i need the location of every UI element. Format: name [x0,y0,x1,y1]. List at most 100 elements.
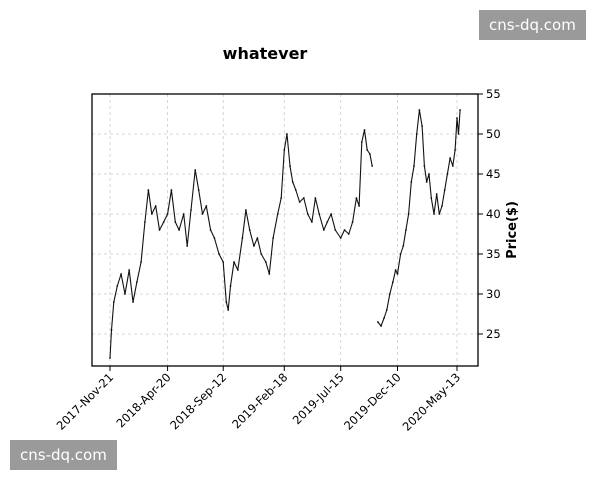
price-point [233,261,235,263]
grid-lines [92,93,478,366]
price-point [190,209,192,211]
price-point [415,133,418,135]
price-point [457,133,460,135]
x-tick-label: 2017-Nov-21 [54,370,116,432]
y-tick-label: 50 [486,127,501,141]
price-point [174,221,177,223]
price-point [150,213,153,215]
price-point [443,189,446,191]
price-point [253,245,255,247]
plot-frame [91,93,479,367]
price-point [326,221,329,223]
price-point [459,109,461,111]
price-point [170,189,173,191]
price-point [158,229,161,231]
y-tick-label: 35 [486,247,501,261]
price-point [201,213,204,215]
price-point [368,153,371,155]
price-point [314,197,317,199]
price-point [433,213,435,215]
price-point [322,229,325,231]
price-point [178,229,180,231]
x-tick-label: 2019-Feb-18 [229,370,290,431]
price-point [241,237,244,239]
y-tick-label: 55 [486,87,501,101]
price-point [360,141,363,143]
price-point [351,221,354,223]
price-point [280,197,283,199]
chart-title: whatever [223,44,308,63]
price-point [380,325,382,327]
price-point [421,125,423,127]
price-point [343,229,346,231]
price-point [298,201,301,203]
x-tick-label: 2019-Jul-15 [290,370,347,427]
price-point [147,189,150,191]
price-point [430,197,433,199]
price-point [276,213,279,215]
price-point [334,229,337,231]
price-point [144,221,146,223]
price-series [109,109,461,359]
price-point [286,133,288,135]
y-axis: 25 30 35 40 45 50 55 [478,87,501,341]
price-point [339,237,342,239]
y-tick-label: 30 [486,287,501,301]
price-point [294,189,297,191]
price-point [272,237,275,239]
price-point [318,213,321,215]
price-point [162,221,165,223]
price-point [268,273,271,275]
price-point [388,293,391,295]
price-point [394,269,397,271]
price-point [229,285,232,287]
price-point [236,269,239,271]
price-point [197,189,200,191]
price-point [128,269,131,271]
price-point [363,129,366,131]
price-point [413,165,415,167]
price-point [227,309,230,311]
price-point [205,205,208,207]
price-point [186,245,189,247]
price-point [289,165,291,167]
price-point [396,273,399,275]
price-point [449,157,451,159]
price-point [120,273,123,275]
price-point [454,149,456,151]
price-point [112,301,115,303]
price-point [371,165,374,167]
price-point [166,213,169,215]
price-point [225,301,228,303]
y-tick-label: 40 [486,207,501,221]
price-point [366,149,369,151]
watermark-bottom: cns-dq.com [10,440,117,470]
price-point [194,169,197,171]
price-point [124,293,126,295]
price-point [218,253,220,255]
price-point [209,229,212,231]
price-point [347,233,350,235]
x-tick-label: 2019-Dec-10 [341,370,404,433]
price-point [213,237,216,239]
price-point [425,181,428,183]
price-point [385,309,388,311]
x-tick-label: 2018-Sep-12 [167,370,229,432]
price-point [135,281,138,283]
price-point [410,181,413,183]
price-point [358,205,361,207]
price-point [355,197,358,199]
price-point [302,197,305,199]
price-point [116,285,119,287]
price-point [109,357,111,359]
price-point [438,213,441,215]
price-point [291,181,294,183]
price-point [418,109,421,111]
price-point [428,173,430,175]
price-point [306,213,309,215]
price-point [423,165,426,167]
price-point [182,213,185,215]
price-point [391,281,394,283]
